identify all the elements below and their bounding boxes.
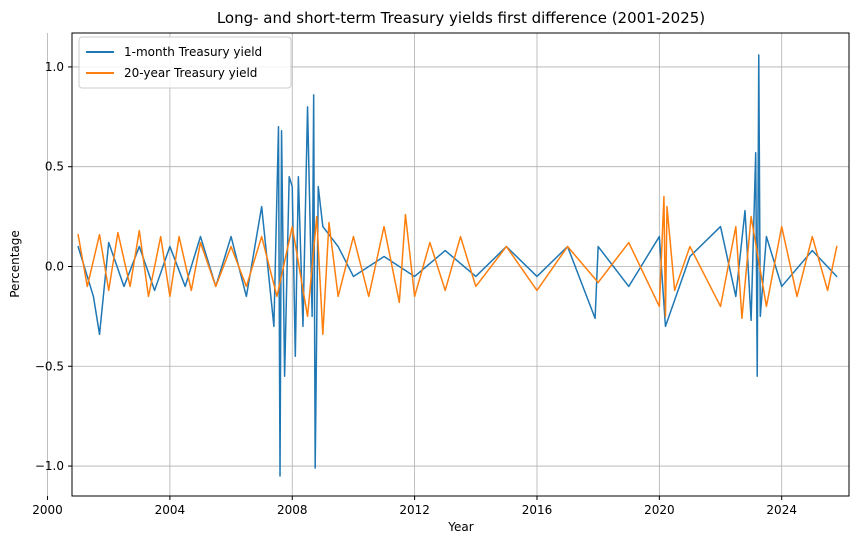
x-tick-label: 2020 bbox=[644, 503, 675, 517]
x-tick-label: 2000 bbox=[32, 503, 63, 517]
y-tick-label: 0.5 bbox=[45, 160, 64, 174]
x-tick-label: 2008 bbox=[277, 503, 308, 517]
plot-area bbox=[72, 33, 849, 496]
y-tick-label: −1.0 bbox=[35, 459, 64, 473]
y-axis-label: Percentage bbox=[8, 230, 22, 298]
y-axis: −1.0 −0.5 0.0 0.5 1.0 bbox=[35, 60, 72, 473]
y-tick-label: 1.0 bbox=[45, 60, 64, 74]
x-tick-label: 2024 bbox=[766, 503, 797, 517]
series-1-month-line bbox=[77, 54, 838, 477]
x-axis: 2000 2004 2008 2012 2016 2020 2024 bbox=[32, 496, 797, 517]
y-tick-label: 0.0 bbox=[45, 259, 64, 273]
x-tick-label: 2012 bbox=[399, 503, 430, 517]
legend-box bbox=[78, 36, 292, 89]
x-tick-label: 2016 bbox=[522, 503, 553, 517]
legend-label-20-year: 20-year Treasury yield bbox=[124, 66, 257, 80]
plot-frame bbox=[71, 32, 850, 497]
legend-label-1-month: 1-month Treasury yield bbox=[124, 45, 262, 59]
x-tick-label: 2004 bbox=[155, 503, 186, 517]
series-20-year-line bbox=[77, 195, 838, 336]
y-tick-label: −0.5 bbox=[35, 359, 64, 373]
x-axis-label: Year bbox=[447, 520, 473, 534]
chart-title: Long- and short-term Treasury yields fir… bbox=[217, 9, 705, 27]
series-layer bbox=[77, 54, 838, 477]
legend: 1-month Treasury yield 20-year Treasury … bbox=[78, 36, 292, 89]
